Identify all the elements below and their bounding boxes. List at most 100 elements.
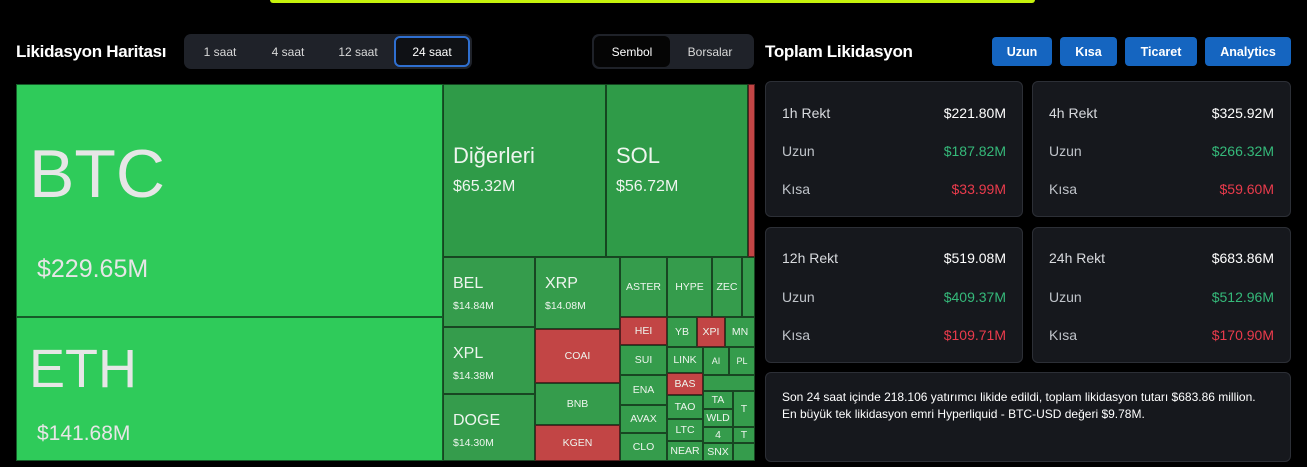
short-label: Kısa — [782, 181, 811, 197]
tile-kgen[interactable]: KGEN — [535, 425, 620, 461]
tile-hype[interactable]: HYPE — [667, 257, 712, 317]
liquidation-summary: Son 24 saat içinde 218.106 yatırımcı lik… — [765, 372, 1291, 462]
tile-hei[interactable]: HEI — [620, 317, 667, 345]
card-24h: 24h Rekt $683.86M Uzun $512.96M Kısa $170.9… — [1032, 227, 1291, 363]
short-button[interactable]: Kısa — [1060, 37, 1117, 66]
tile-t2[interactable]: T — [733, 427, 755, 443]
tile-symbol: BEL — [453, 275, 484, 292]
card-1h: 1h Rekt $221.80M Uzun $187.82M Kısa $33.99M — [765, 81, 1023, 217]
tile-yb[interactable]: YB — [667, 317, 697, 347]
tile-mini2[interactable] — [703, 375, 755, 391]
tile-small-red[interactable] — [748, 84, 755, 257]
long-button[interactable]: Uzun — [992, 37, 1052, 66]
tile-mini[interactable] — [742, 257, 755, 317]
heatmap-title: Likidasyon Haritası — [16, 42, 167, 61]
short-value: $33.99M — [951, 181, 1006, 197]
card-total: $325.92M — [1211, 105, 1274, 121]
liquidation-treemap: BTC $229.65M ETH $141.68M Diğerleri $65.… — [16, 84, 755, 461]
tile-value: $14.84M — [453, 300, 494, 312]
card-total: $519.08M — [943, 250, 1006, 266]
tab-4h[interactable]: 4 saat — [271, 44, 305, 59]
tile-symbol: Diğerleri — [453, 143, 535, 168]
tile-pl[interactable]: PL — [729, 347, 755, 375]
tile-snx[interactable]: SNX — [703, 443, 733, 461]
short-label: Kısa — [1049, 181, 1078, 197]
totals-title: Toplam Likidasyon — [765, 42, 913, 61]
tab-12h[interactable]: 12 saat — [338, 44, 378, 59]
tab-symbol[interactable]: Sembol — [594, 36, 670, 67]
tile-coai[interactable]: COAI — [535, 329, 620, 383]
analytics-button[interactable]: Analytics — [1205, 37, 1291, 66]
long-label: Uzun — [1049, 143, 1082, 159]
long-value: $512.96M — [1211, 289, 1274, 305]
tile-symbol: ETH — [29, 339, 137, 399]
tile-others[interactable]: Diğerleri $65.32M — [443, 84, 606, 257]
tile-value: $56.72M — [616, 178, 679, 195]
long-label: Uzun — [782, 143, 815, 159]
tile-bas[interactable]: BAS — [667, 373, 703, 395]
tile-value: $65.32M — [453, 178, 516, 195]
tile-xpl[interactable]: XPL $14.38M — [443, 327, 535, 394]
tile-4[interactable]: 4 — [703, 427, 733, 443]
tile-avax[interactable]: AVAX — [620, 405, 667, 433]
tile-link[interactable]: LINK — [667, 347, 703, 373]
tile-mini3[interactable] — [733, 443, 755, 461]
short-value: $109.71M — [943, 327, 1006, 343]
tile-near[interactable]: NEAR — [667, 441, 703, 461]
tile-value: $14.30M — [453, 437, 494, 449]
short-value: $59.60M — [1219, 181, 1274, 197]
tile-xpi[interactable]: XPI — [697, 317, 725, 347]
tab-24h[interactable]: 24 saat — [394, 36, 470, 67]
card-total: $683.86M — [1211, 250, 1274, 266]
tile-wld[interactable]: WLD — [703, 409, 733, 427]
tile-ai[interactable]: AI — [703, 347, 729, 375]
trade-button[interactable]: Ticaret — [1125, 37, 1197, 66]
long-label: Uzun — [782, 289, 815, 305]
tile-mn[interactable]: MN — [725, 317, 755, 347]
card-total: $221.80M — [943, 105, 1006, 121]
tile-sol[interactable]: SOL $56.72M — [606, 84, 748, 257]
short-label: Kısa — [782, 327, 811, 343]
tab-1h[interactable]: 1 saat — [203, 44, 237, 59]
tab-exchanges[interactable]: Borsalar — [687, 44, 733, 59]
long-label: Uzun — [1049, 289, 1082, 305]
tile-zec[interactable]: ZEC — [712, 257, 742, 317]
card-12h: 12h Rekt $519.08M Uzun $409.37M Kısa $109.7… — [765, 227, 1023, 363]
tile-aster[interactable]: ASTER — [620, 257, 667, 317]
tile-tao[interactable]: TAO — [667, 395, 703, 419]
tile-eth[interactable]: ETH $141.68M — [16, 317, 443, 461]
tile-clo[interactable]: CLO — [620, 433, 667, 461]
long-value: $266.32M — [1211, 143, 1274, 159]
tile-sui[interactable]: SUI — [620, 345, 667, 375]
card-label: 12h Rekt — [782, 250, 839, 266]
top-accent-bar — [270, 0, 1035, 3]
tile-ena[interactable]: ENA — [620, 375, 667, 405]
tile-symbol: DOGE — [453, 412, 501, 429]
tile-symbol: XRP — [545, 275, 578, 292]
tile-bel[interactable]: BEL $14.84M — [443, 257, 535, 327]
tile-xrp[interactable]: XRP $14.08M — [535, 257, 620, 329]
tile-bnb[interactable]: BNB — [535, 383, 620, 425]
tile-value: $14.08M — [545, 300, 586, 312]
tile-value: $14.38M — [453, 370, 494, 382]
tile-doge[interactable]: DOGE $14.30M — [443, 394, 535, 461]
tile-ltc[interactable]: LTC — [667, 419, 703, 441]
tile-symbol: XPL — [453, 345, 484, 362]
card-label: 1h Rekt — [782, 105, 831, 121]
tile-ta[interactable]: TA — [703, 391, 733, 409]
short-value: $170.90M — [1211, 327, 1274, 343]
tile-t[interactable]: T — [733, 391, 755, 427]
tile-symbol: BTC — [29, 136, 165, 212]
short-label: Kısa — [1049, 327, 1078, 343]
summary-line-2: En büyük tek likidasyon emri Hyperliquid… — [782, 407, 1145, 421]
tile-value: $141.68M — [37, 422, 131, 445]
view-tabs: Sembol Borsalar — [592, 34, 754, 69]
card-label: 24h Rekt — [1049, 250, 1106, 266]
card-label: 4h Rekt — [1049, 105, 1098, 121]
summary-line-1: Son 24 saat içinde 218.106 yatırımcı lik… — [782, 390, 1256, 404]
long-value: $187.82M — [943, 143, 1006, 159]
tile-value: $229.65M — [37, 255, 149, 283]
time-range-tabs: 1 saat 4 saat 12 saat 24 saat — [184, 34, 472, 69]
tile-btc[interactable]: BTC $229.65M — [16, 84, 443, 317]
long-value: $409.37M — [943, 289, 1006, 305]
